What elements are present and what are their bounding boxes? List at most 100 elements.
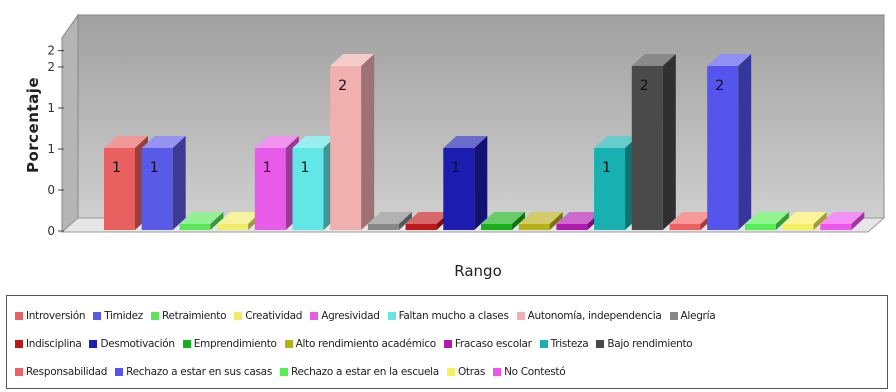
bar-side (662, 54, 676, 230)
bar-front (669, 224, 701, 230)
legend-row: Introversión Timidez Retraimiento Creativid… (15, 302, 879, 330)
legend-swatch (15, 340, 23, 348)
y-tick-label: 1 (47, 101, 55, 115)
bar: 2 (330, 54, 375, 230)
legend-swatch (234, 312, 243, 320)
bar (782, 212, 827, 230)
legend-row: Indisciplina Desmotivación Emprendimiento A… (15, 330, 879, 358)
bar-value-label: 1 (301, 160, 310, 176)
legend-swatch (493, 368, 502, 376)
legend-label: Retraimiento (161, 310, 227, 322)
legend-label: Indisciplina (26, 338, 82, 350)
legend-swatch (446, 368, 455, 376)
legend-label: Alegría (680, 310, 716, 322)
legend-swatch (284, 340, 293, 348)
bar (481, 212, 525, 230)
y-tick-label: 2 (47, 60, 55, 74)
legend-swatch (15, 312, 23, 320)
legend-item: Desmotivación (89, 338, 175, 350)
bar-top (518, 212, 563, 224)
bar-value-label: 1 (602, 160, 611, 176)
legend-label: Rechazo a estar en sus casas (126, 366, 272, 378)
bar-front (518, 224, 550, 230)
bar-front (782, 224, 814, 230)
legend-swatch (443, 340, 452, 348)
bar-front (405, 224, 437, 230)
y-axis-label: Porcentaje (24, 77, 42, 173)
bar-front (104, 148, 135, 230)
bar-front (631, 66, 663, 230)
legend-label: Faltan mucho a clases (398, 310, 509, 322)
bar-front (707, 66, 739, 230)
bar: 1 (594, 136, 639, 230)
legend-swatch (387, 312, 396, 320)
legend-swatch (15, 368, 23, 376)
bar-side (474, 136, 488, 230)
bar-top (254, 136, 299, 148)
bar-front (217, 224, 249, 230)
bar-top (141, 136, 186, 148)
bar-top (481, 212, 525, 224)
legend-item: Alegría (669, 310, 716, 322)
legend-label: Desmotivación (100, 338, 175, 350)
legend-label: Rechazo a estar en la escuela (291, 366, 439, 378)
y-tick-label: 0 (47, 183, 55, 197)
legend-item: Tristeza (539, 338, 589, 350)
bar-top (330, 54, 375, 66)
legend-label: Otras (457, 366, 486, 378)
legend-item: Timidez (93, 310, 143, 322)
bar-top (367, 212, 412, 224)
bar (367, 212, 412, 230)
legend-swatch (280, 368, 288, 376)
legend-swatch (539, 340, 548, 348)
legend-item: Indisciplina (15, 338, 82, 350)
legend-item: Faltan mucho a clases (387, 310, 509, 322)
bar: 1 (292, 136, 337, 230)
legend-item: Emprendimiento (182, 338, 277, 350)
bar-side (851, 212, 865, 230)
legend-label: Emprendimiento (193, 338, 277, 350)
bar-top (631, 54, 676, 66)
bar-top (782, 212, 827, 224)
legend-swatch (89, 340, 98, 348)
legend-label: Bajo rendimiento (607, 338, 693, 350)
legend: Introversión Timidez Retraimiento Creativid… (6, 295, 888, 389)
legend-item: Autonomía, independencia (516, 310, 662, 322)
bar-side (775, 212, 789, 230)
legend-item: Bajo rendimiento (596, 338, 693, 350)
legend-label: Timidez (104, 310, 143, 322)
legend-swatch (150, 312, 159, 320)
bar-top (594, 136, 639, 148)
bar-chart: 0 0 1 1 2 2 1 1 1 1 2 1 1 2 2 Porcentaje Rango (24, 13, 886, 280)
bar-front (179, 224, 211, 230)
bar-top (443, 136, 488, 148)
bar-front (594, 148, 626, 230)
y-tick-label: 0 (47, 224, 55, 238)
bar-top (820, 212, 865, 224)
legend-item: Fracaso escolar (443, 338, 532, 350)
legend-label: Creatividad (245, 310, 303, 322)
bar-top (669, 212, 714, 224)
legend-label: Agresividad (321, 310, 380, 322)
y-tick-label: 1 (47, 142, 55, 156)
bar-front (141, 148, 173, 230)
legend-label: Responsabilidad (26, 366, 108, 378)
bar-front (330, 66, 362, 230)
x-axis-label: Rango (454, 262, 502, 280)
bar-value-label: 1 (451, 160, 460, 176)
bar-top (104, 136, 148, 148)
bar-side (549, 212, 563, 230)
legend-item: Retraimiento (150, 310, 227, 322)
bar: 1 (141, 136, 186, 230)
bar-side (813, 212, 827, 230)
bar-top (292, 136, 337, 148)
legend-label: Fracaso escolar (454, 338, 532, 350)
bar-front (481, 224, 512, 230)
bar-side (738, 54, 752, 230)
bar-side (210, 212, 224, 230)
bar (518, 212, 563, 230)
bar-value-label: 2 (640, 78, 649, 94)
bar-top (707, 54, 752, 66)
bar-front (254, 148, 286, 230)
legend-swatch (596, 340, 605, 348)
